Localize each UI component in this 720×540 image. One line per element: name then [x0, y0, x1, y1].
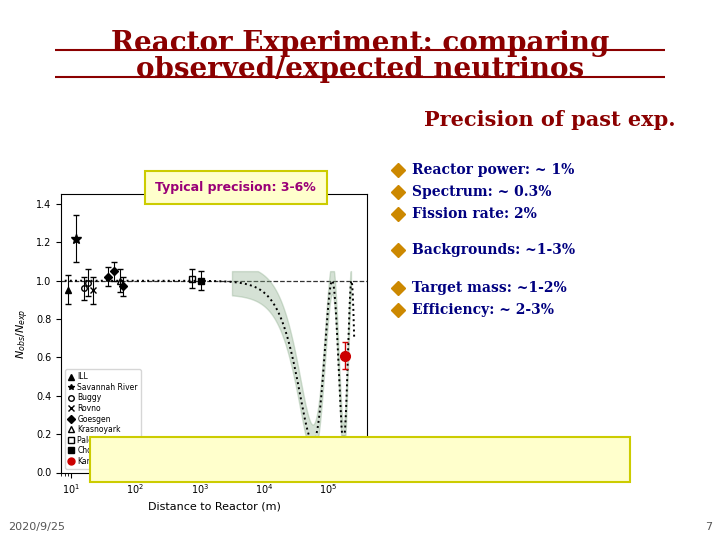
Text: Fission rate: 2%: Fission rate: 2%	[412, 207, 537, 221]
FancyBboxPatch shape	[145, 171, 327, 204]
Text: 2020/9/25: 2020/9/25	[8, 522, 65, 532]
Text: 7: 7	[705, 522, 712, 532]
Text: Typical precision: 3-6%: Typical precision: 3-6%	[156, 181, 316, 194]
Text: Efficiency: ~ 2-3%: Efficiency: ~ 2-3%	[412, 303, 554, 317]
Legend: ILL, Savannah River, Buggy, Rovno, Goesgen, Krasnoyark, Palo Verde, Chooz, KamLA: ILL, Savannah River, Buggy, Rovno, Goesg…	[65, 369, 141, 469]
Text: Reactor Experiment: comparing: Reactor Experiment: comparing	[111, 30, 609, 57]
X-axis label: Distance to Reactor (m): Distance to Reactor (m)	[148, 502, 281, 511]
Y-axis label: $N_{obs}/N_{exp}$: $N_{obs}/N_{exp}$	[14, 308, 30, 359]
Text: Backgrounds: ~1-3%: Backgrounds: ~1-3%	[412, 243, 575, 257]
Text: Reactor power: ~ 1%: Reactor power: ~ 1%	[412, 163, 575, 177]
Text: Target mass: ~1-2%: Target mass: ~1-2%	[412, 281, 567, 295]
Text: Spectrum: ~ 0.3%: Spectrum: ~ 0.3%	[412, 185, 552, 199]
Text: Our design goal:   a precision of ~ 0.4%: Our design goal: a precision of ~ 0.4%	[144, 450, 576, 468]
Text: observed/expected neutrinos: observed/expected neutrinos	[136, 56, 584, 83]
Text: Precision of past exp.: Precision of past exp.	[424, 110, 676, 130]
